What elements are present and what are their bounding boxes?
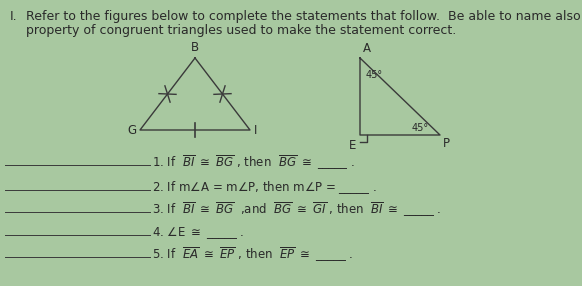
Text: 1. If  $\overline{BI}$ $\cong$ $\overline{BG}$ , then  $\overline{BG}$ $\cong$ _: 1. If $\overline{BI}$ $\cong$ $\overline… <box>152 154 354 172</box>
Text: I.: I. <box>10 10 17 23</box>
Text: G: G <box>127 124 136 136</box>
Text: 2. If m$\angle$A = m$\angle$P, then m$\angle$P = _____ .: 2. If m$\angle$A = m$\angle$P, then m$\a… <box>152 180 377 196</box>
Text: I: I <box>254 124 257 136</box>
Text: B: B <box>191 41 199 54</box>
Text: E: E <box>349 139 356 152</box>
Text: property of congruent triangles used to make the statement correct.: property of congruent triangles used to … <box>26 24 456 37</box>
Text: A: A <box>363 42 371 55</box>
Text: 3. If  $\overline{BI}$ $\cong$ $\overline{BG}$  ,and  $\overline{BG}$ $\cong$ $\: 3. If $\overline{BI}$ $\cong$ $\overline… <box>152 200 442 219</box>
Text: 45°: 45° <box>412 123 429 133</box>
Text: 5. If  $\overline{EA}$ $\cong$ $\overline{EP}$ , then  $\overline{EP}$ $\cong$ _: 5. If $\overline{EA}$ $\cong$ $\overline… <box>152 246 353 265</box>
Text: 45°: 45° <box>366 70 383 80</box>
Text: P: P <box>443 137 450 150</box>
Text: 4. $\angle$E $\cong$ _____ .: 4. $\angle$E $\cong$ _____ . <box>152 225 244 241</box>
Text: Refer to the figures below to complete the statements that follow.  Be able to n: Refer to the figures below to complete t… <box>26 10 582 23</box>
